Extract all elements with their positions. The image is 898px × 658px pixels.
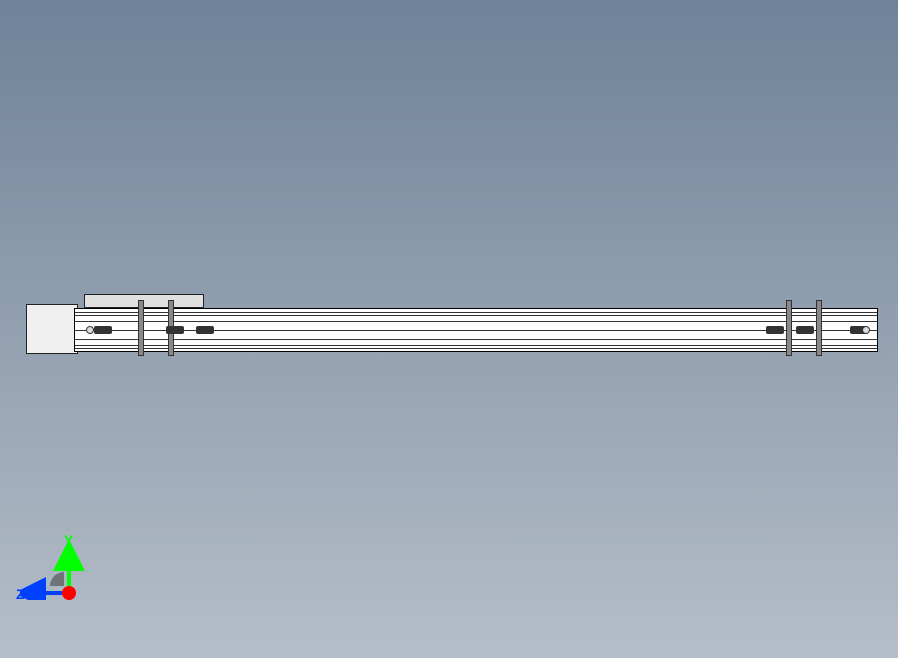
z-axis-label: Z (16, 586, 25, 602)
motor-end-block (26, 304, 78, 354)
rail-groove-6 (75, 345, 877, 346)
screw-left (86, 326, 94, 334)
rail-groove-1 (75, 312, 877, 313)
cad-viewport[interactable]: Y Z (0, 0, 898, 658)
y-axis-label: Y (64, 532, 73, 548)
rail-extrusion (74, 308, 878, 352)
mount-bracket-4 (816, 300, 822, 356)
mount-bracket-3 (786, 300, 792, 356)
rail-groove-5 (75, 339, 877, 340)
mount-bracket-1 (138, 300, 144, 356)
slot-4 (766, 326, 784, 334)
x-axis-origin-dot (62, 586, 76, 600)
screw-right (862, 326, 870, 334)
slot-3 (196, 326, 214, 334)
axis-triad[interactable]: Y Z (20, 520, 100, 600)
slot-5 (796, 326, 814, 334)
rail-groove-2 (75, 315, 877, 316)
rail-groove-7 (75, 348, 877, 349)
linear-rail-model[interactable] (26, 298, 878, 360)
rail-groove-3 (75, 321, 877, 322)
slot-2 (166, 326, 184, 334)
slot-1 (94, 326, 112, 334)
axis-arrows (20, 520, 100, 600)
carriage-plate (84, 294, 204, 308)
